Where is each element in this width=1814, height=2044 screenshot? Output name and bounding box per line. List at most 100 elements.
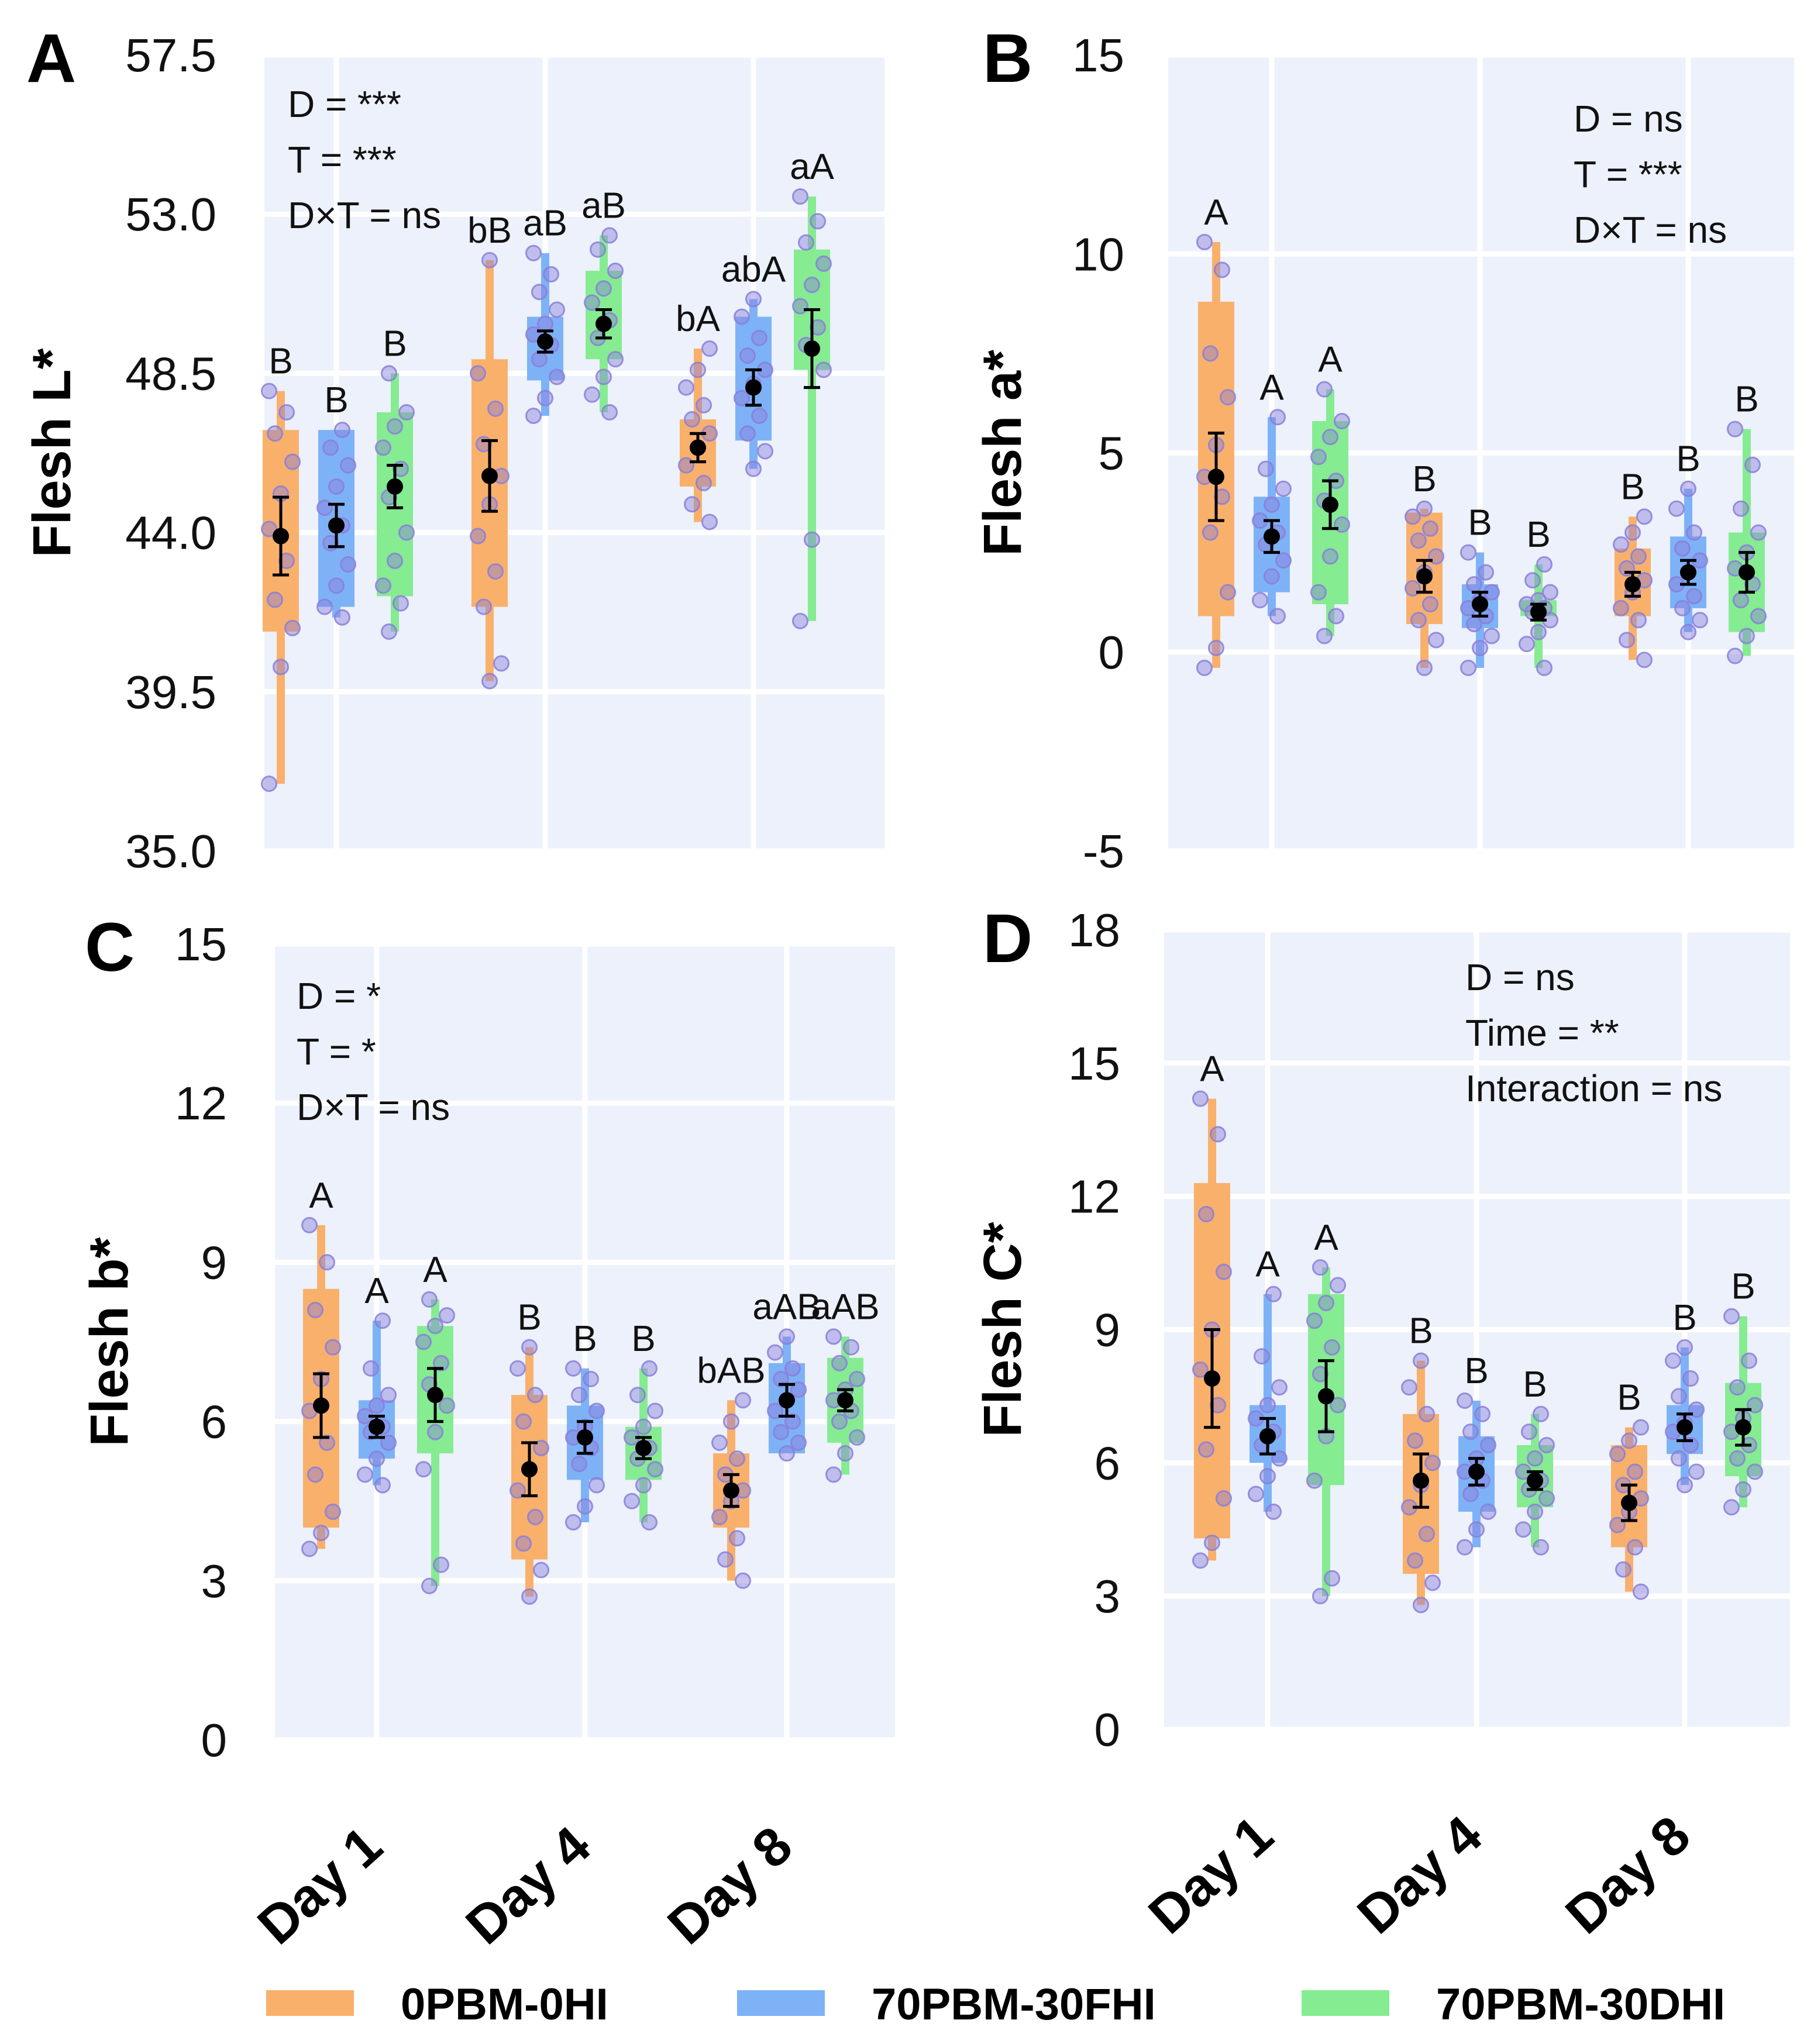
data-point xyxy=(601,227,618,244)
x-tick-label: Day 8 xyxy=(657,1815,804,1956)
data-point xyxy=(1723,1499,1740,1516)
data-point xyxy=(1483,628,1500,644)
data-point xyxy=(1735,1481,1751,1498)
data-point xyxy=(684,411,700,428)
data-point xyxy=(607,351,624,368)
data-point xyxy=(1515,1521,1531,1538)
data-point xyxy=(723,1413,739,1430)
data-point xyxy=(1536,659,1553,676)
x-tick-label: Day 1 xyxy=(247,1815,394,1956)
data-point xyxy=(510,1482,526,1499)
data-point xyxy=(810,213,826,230)
panel-label: A xyxy=(26,20,76,97)
y-tick-label: 5 xyxy=(1099,428,1125,480)
mean-marker xyxy=(1259,1428,1276,1445)
y-tick-label: -5 xyxy=(1083,825,1124,877)
data-point xyxy=(421,1577,438,1594)
data-point xyxy=(1424,1574,1441,1591)
data-point xyxy=(1613,599,1629,616)
data-point xyxy=(641,1514,658,1531)
data-point xyxy=(1324,1570,1340,1587)
significance-letter: B xyxy=(269,342,292,382)
significance-letter: aB xyxy=(523,204,567,244)
data-point xyxy=(1334,413,1350,430)
data-point xyxy=(398,404,415,420)
data-point xyxy=(301,1540,318,1557)
mean-marker xyxy=(387,478,403,495)
data-point xyxy=(515,1535,532,1552)
data-point xyxy=(745,460,762,477)
y-tick-label: 3 xyxy=(1094,1570,1121,1622)
data-point xyxy=(1624,524,1641,541)
data-point xyxy=(363,1360,379,1377)
data-point xyxy=(735,1572,751,1589)
data-point xyxy=(531,351,548,368)
data-point xyxy=(1192,1361,1209,1378)
data-point xyxy=(1306,1312,1323,1329)
data-point xyxy=(843,1339,859,1356)
data-point xyxy=(1680,480,1696,497)
data-point xyxy=(1729,1450,1746,1467)
y-tick-label: 57.5 xyxy=(125,29,216,81)
data-point xyxy=(711,1434,728,1451)
data-point xyxy=(837,1445,853,1462)
data-point xyxy=(1630,548,1647,565)
data-point xyxy=(328,577,345,594)
mean-marker xyxy=(1527,1472,1543,1489)
data-point xyxy=(790,1434,807,1451)
mean-marker xyxy=(481,467,498,484)
y-axis-label: Flesh b* xyxy=(80,1237,139,1446)
y-tick-label: 48.5 xyxy=(125,347,216,399)
mean-marker xyxy=(635,1439,652,1456)
mean-marker xyxy=(427,1387,443,1404)
data-point xyxy=(549,301,565,318)
data-point xyxy=(1677,1477,1693,1494)
mean-marker xyxy=(1416,568,1433,585)
data-point xyxy=(1416,500,1433,517)
data-point xyxy=(1609,1446,1626,1463)
data-point xyxy=(374,1477,391,1494)
stat-annotation: Interaction = ns xyxy=(1465,1067,1722,1109)
mean-marker xyxy=(1677,1419,1693,1436)
data-point xyxy=(1316,381,1333,398)
data-point xyxy=(525,244,542,261)
data-point xyxy=(284,453,301,470)
data-point xyxy=(1688,1463,1705,1480)
data-point xyxy=(1264,568,1280,585)
data-point xyxy=(701,513,718,530)
data-point xyxy=(415,1461,432,1478)
data-point xyxy=(380,1434,397,1451)
data-point xyxy=(1615,1561,1631,1578)
significance-letter: B xyxy=(517,1298,541,1338)
significance-letter: A xyxy=(1259,367,1284,408)
data-point xyxy=(571,1387,587,1404)
y-axis-label: Flesh C* xyxy=(973,1222,1032,1437)
data-point xyxy=(1682,1370,1699,1387)
data-point xyxy=(340,556,356,573)
data-point xyxy=(357,1466,373,1483)
data-point xyxy=(684,496,700,513)
y-tick-label: 12 xyxy=(1068,1171,1120,1223)
y-tick-label: 15 xyxy=(1072,29,1124,81)
data-point xyxy=(1542,584,1558,601)
significance-letter: abA xyxy=(721,249,786,289)
data-point xyxy=(1527,1503,1543,1520)
data-point xyxy=(815,361,832,378)
mean-marker xyxy=(690,439,706,456)
stat-annotation: D×T = ns xyxy=(1574,209,1727,251)
data-point xyxy=(1457,1539,1473,1556)
data-point xyxy=(1468,1521,1485,1538)
data-point xyxy=(790,1381,807,1398)
data-point xyxy=(1665,1352,1681,1369)
data-point xyxy=(751,407,767,424)
data-point xyxy=(1723,1308,1740,1325)
data-point xyxy=(571,1456,587,1473)
data-point xyxy=(1316,628,1333,644)
data-point xyxy=(481,251,498,268)
significance-letter: B xyxy=(1409,1311,1433,1352)
data-point xyxy=(784,1360,801,1377)
y-axis-label: Flesh L* xyxy=(22,348,82,557)
y-tick-label: 9 xyxy=(201,1236,228,1288)
